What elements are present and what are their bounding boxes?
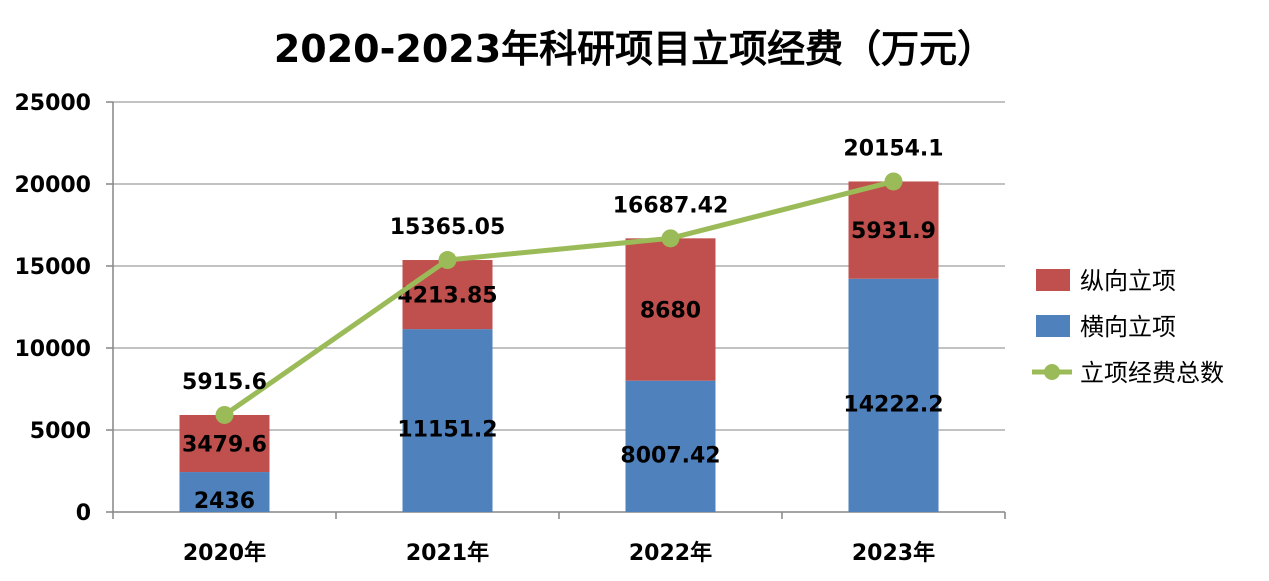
- legend-label: 立项经费总数: [1080, 359, 1224, 387]
- y-tick-label: 10000: [14, 337, 91, 362]
- total-data-label: 16687.42: [613, 193, 729, 218]
- data-label: 8680: [640, 299, 701, 324]
- legend-label: 纵向立项: [1080, 267, 1176, 295]
- total-point: [884, 172, 903, 191]
- legend-swatch: [1036, 315, 1070, 337]
- data-label: 14222.2: [843, 392, 943, 417]
- chart-title: 2020-2023年科研项目立项经费（万元）: [273, 27, 996, 71]
- y-tick-label: 25000: [14, 91, 91, 116]
- data-label: 3479.6: [182, 433, 267, 458]
- y-tick-label: 15000: [14, 255, 91, 280]
- bar-horizontal-0: [179, 472, 270, 512]
- x-tick-label: 2021年: [406, 540, 489, 566]
- total-line: [223, 179, 895, 418]
- total-point: [438, 251, 457, 270]
- bar-vertical-1: [402, 260, 493, 330]
- data-label: 2436: [194, 489, 255, 514]
- x-tick-label: 2023年: [852, 540, 935, 566]
- legend-marker-swatch: [1044, 364, 1060, 380]
- total-point: [215, 405, 234, 424]
- x-tick-label: 2020年: [183, 540, 266, 566]
- x-tick-label: 2022年: [629, 540, 712, 566]
- total-data-label: 5915.6: [182, 370, 267, 395]
- total-data-label: 15365.05: [390, 215, 506, 240]
- legend-label: 横向立项: [1080, 313, 1176, 341]
- data-label: 11151.2: [397, 418, 497, 443]
- total-point: [661, 229, 680, 248]
- bar-vertical-3: [848, 181, 939, 279]
- data-label: 4213.85: [397, 284, 497, 309]
- bar-horizontal-2: [625, 380, 716, 512]
- legend-swatch: [1036, 269, 1070, 291]
- total-data-label: 20154.1: [843, 136, 943, 161]
- bar-horizontal-1: [402, 329, 493, 512]
- y-tick-label: 20000: [14, 173, 91, 198]
- bar-horizontal-3: [848, 278, 939, 512]
- data-label: 8007.42: [620, 443, 720, 468]
- y-tick-label: 0: [76, 501, 91, 526]
- bar-vertical-0: [179, 414, 270, 473]
- data-label: 5931.9: [851, 219, 936, 244]
- bar-vertical-2: [625, 238, 716, 381]
- y-tick-label: 5000: [30, 419, 91, 444]
